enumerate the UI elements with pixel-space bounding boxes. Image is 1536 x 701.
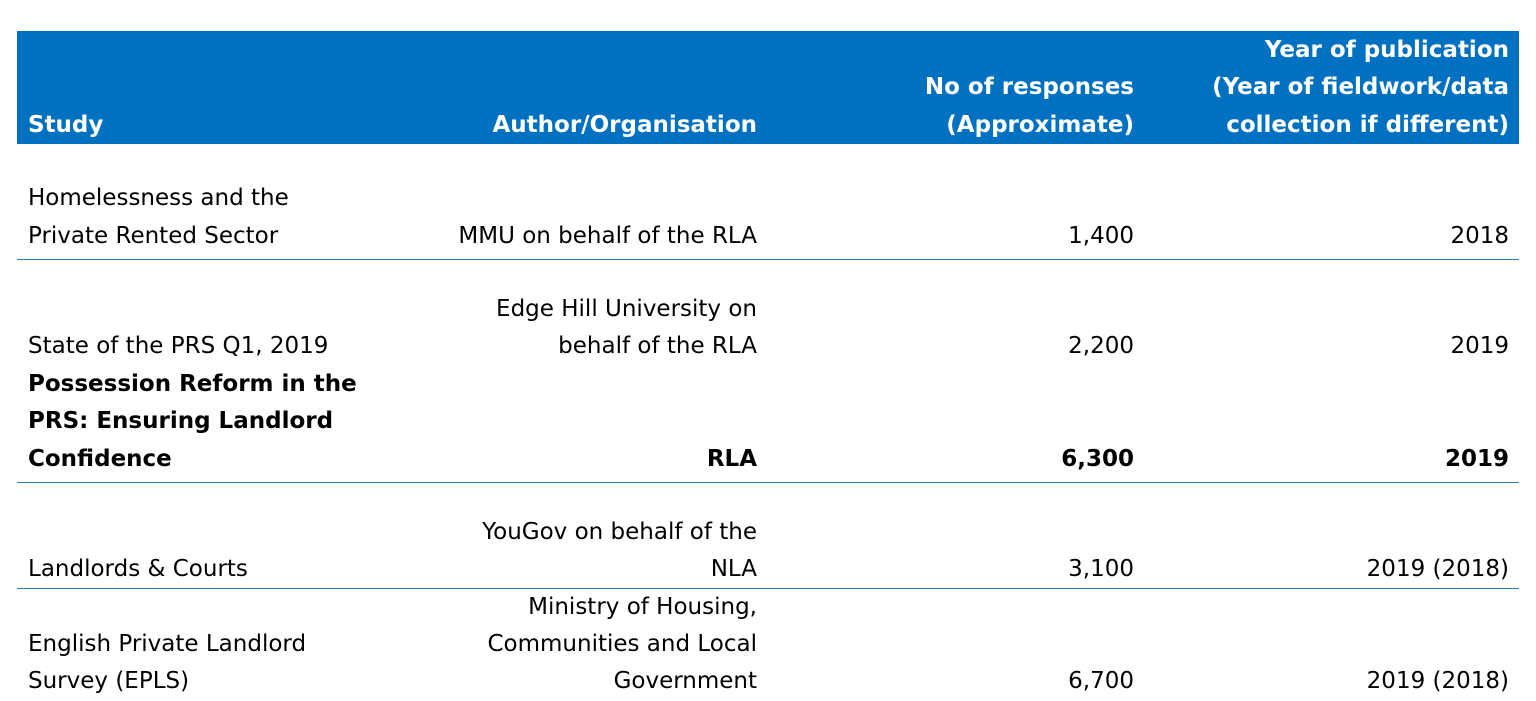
row-2-year: 2019 (1450, 333, 1509, 359)
row-3-author: RLA (706, 446, 757, 472)
row-5-author-line-3: Government (613, 668, 757, 694)
row-3-study-line-1: Possession Reform in the (28, 371, 357, 397)
table-header-band (17, 31, 1519, 144)
header-author: Author/Organisation (492, 112, 758, 138)
row-2-author-line-2: behalf of the RLA (558, 333, 757, 359)
row-divider (17, 259, 1519, 260)
row-2-study-line-1: State of the PRS Q1, 2019 (28, 333, 329, 359)
row-5-author-line-2: Communities and Local (487, 631, 757, 657)
row-3-year: 2019 (1444, 446, 1509, 472)
header-column-gap (767, 31, 785, 144)
header-year-line-3: collection if different) (1226, 112, 1509, 138)
header-study: Study (28, 112, 104, 138)
row-1-study-line-2: Private Rented Sector (28, 223, 279, 249)
row-5-responses: 6,700 (1068, 668, 1134, 694)
row-1-responses: 1,400 (1068, 223, 1134, 249)
row-5-study-line-2: Survey (EPLS) (28, 668, 190, 694)
row-divider (17, 588, 1519, 589)
row-4-year: 2019 (2018) (1366, 556, 1509, 582)
header-responses-line-2: (Approximate) (946, 112, 1134, 138)
row-1-study-line-1: Homelessness and the (28, 185, 289, 211)
row-5-year: 2019 (2018) (1366, 668, 1509, 694)
row-4-author-line-1: YouGov on behalf of the (482, 519, 757, 545)
row-1-author: MMU on behalf of the RLA (458, 223, 757, 249)
row-2-responses: 2,200 (1068, 333, 1134, 359)
header-year-line-1: Year of publication (1264, 37, 1509, 63)
row-divider (17, 482, 1519, 483)
row-5-study-line-1: English Private Landlord (28, 631, 307, 657)
row-3-study-line-3: Confidence (28, 446, 172, 472)
row-3-study-line-2: PRS: Ensuring Landlord (28, 408, 334, 434)
row-3-responses: 6,300 (1061, 446, 1134, 472)
row-2-author-line-1: Edge Hill University on (496, 296, 757, 322)
row-5-author-line-1: Ministry of Housing, (528, 594, 757, 620)
header-responses-line-1: No of responses (924, 74, 1134, 100)
row-1-year: 2018 (1450, 223, 1509, 249)
row-4-study-line-1: Landlords & Courts (28, 556, 248, 582)
row-4-author-line-2: NLA (710, 556, 757, 582)
row-4-responses: 3,100 (1068, 556, 1134, 582)
header-year-line-2: (Year of fieldwork/data (1212, 74, 1509, 100)
